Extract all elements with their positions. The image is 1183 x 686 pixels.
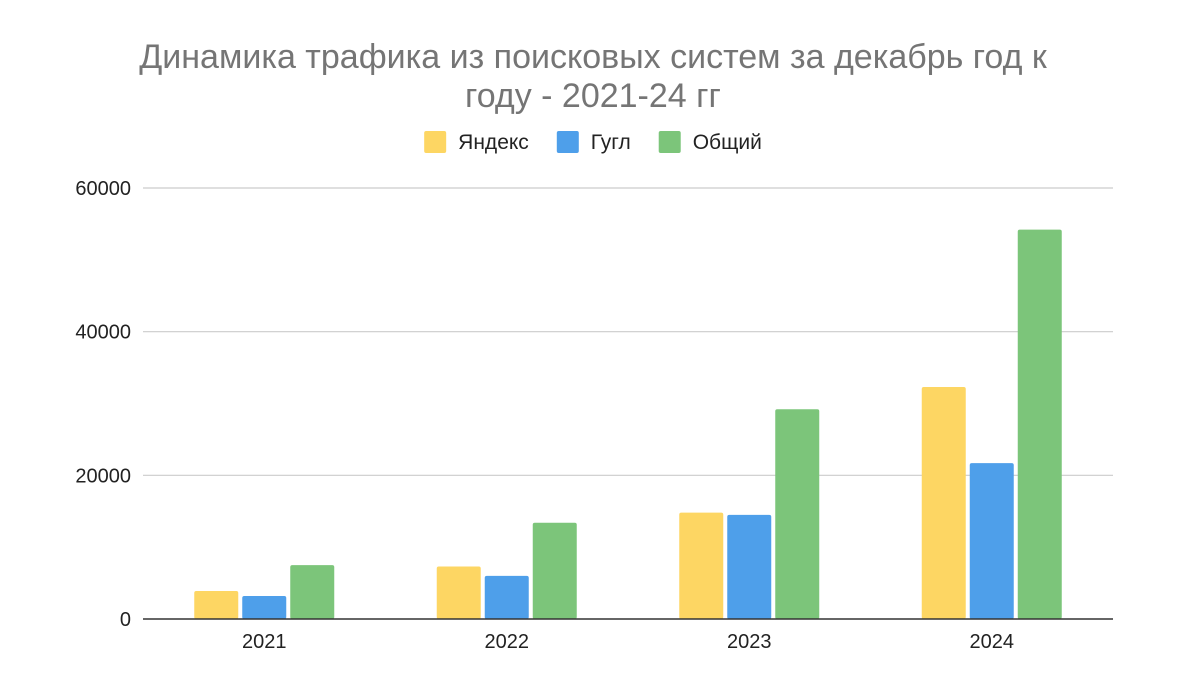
- bar-Гугл-2022: [484, 575, 529, 619]
- legend-label: Яндекс: [458, 131, 529, 154]
- bar-Яндекс-2022: [436, 566, 481, 619]
- legend-swatch: [556, 131, 579, 153]
- chart-title-line-1: Динамика трафика из поисковых систем за …: [139, 38, 1048, 76]
- bar-Гугл-2024: [969, 463, 1014, 619]
- legend-label: Общий: [693, 131, 762, 154]
- legend-item: Яндекс: [424, 131, 529, 154]
- legend-swatch: [424, 131, 447, 153]
- x-tick-label: 2023: [727, 631, 772, 653]
- legend-swatch: [658, 131, 681, 153]
- y-tick-label: 60000: [75, 178, 131, 200]
- bar-Общий-2023: [775, 409, 820, 619]
- y-axis-ticks: 0 20000 40000 60000: [75, 178, 131, 631]
- x-tick-label: 2024: [970, 631, 1015, 653]
- legend-item: Общий: [658, 131, 762, 154]
- legend: Яндекс Гугл Общий: [424, 131, 762, 154]
- legend-label: Гугл: [591, 131, 631, 154]
- bar-Общий-2021: [290, 565, 335, 619]
- bar-Гугл-2023: [727, 514, 772, 619]
- y-tick-label: 0: [120, 609, 131, 631]
- bar-Общий-2022: [532, 522, 577, 619]
- x-tick-label: 2021: [242, 631, 287, 653]
- chart-title: Динамика трафика из поисковых систем за …: [139, 38, 1048, 115]
- legend-item: Гугл: [556, 131, 631, 154]
- y-tick-label: 40000: [75, 322, 131, 344]
- bars: [194, 229, 1062, 619]
- y-tick-label: 20000: [75, 465, 131, 487]
- bar-Общий-2024: [1017, 229, 1062, 619]
- x-axis-ticks: 2021 2022 2023 2024: [242, 631, 1014, 653]
- bar-Яндекс-2023: [679, 512, 724, 619]
- gridlines: [143, 187, 1113, 476]
- x-tick-label: 2022: [485, 631, 530, 653]
- bar-Яндекс-2021: [194, 590, 239, 619]
- bar-Яндекс-2024: [921, 386, 966, 619]
- bar-Гугл-2021: [242, 596, 287, 619]
- chart-title-line-2: году - 2021-24 гг: [465, 77, 721, 115]
